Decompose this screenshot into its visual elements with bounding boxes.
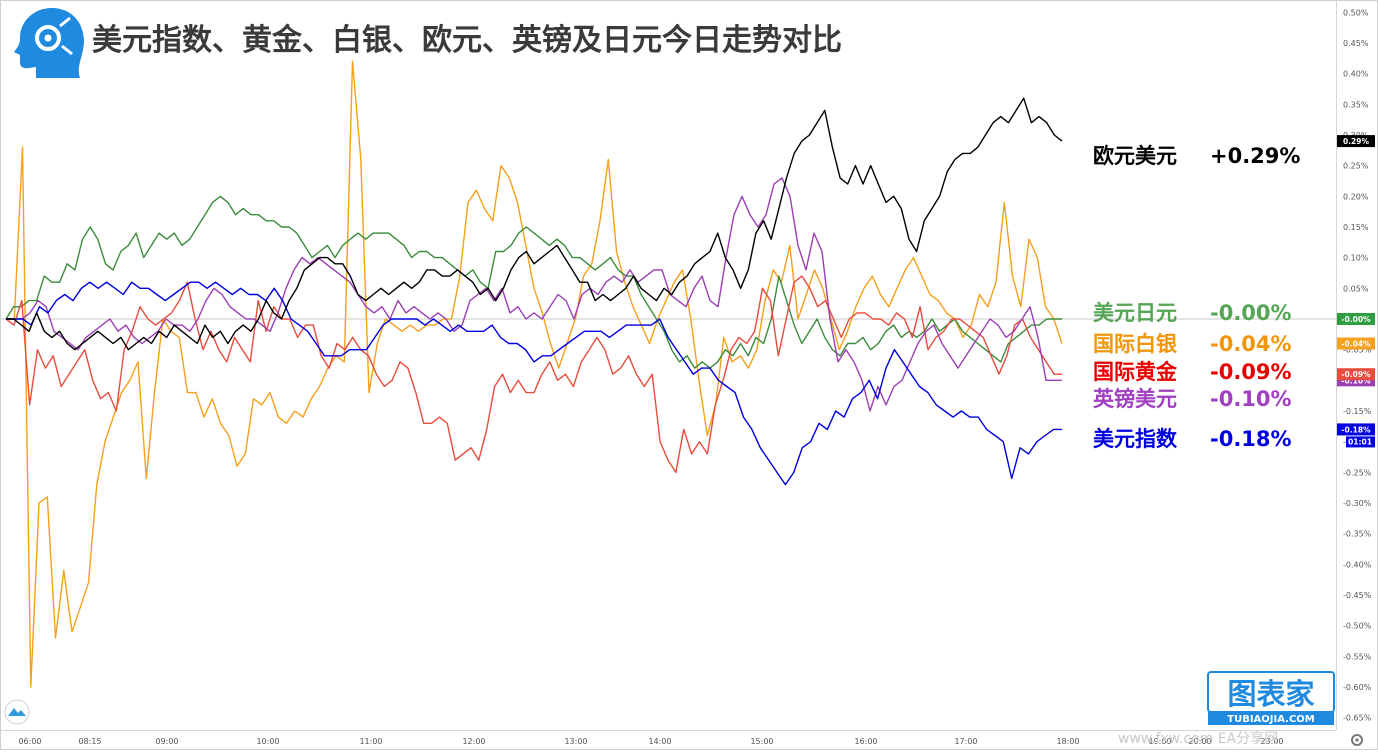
series-change-label: -0.18% xyxy=(1210,427,1292,451)
y-tick-label: 0.10% xyxy=(1343,254,1369,263)
y-tick-label: -0.35% xyxy=(1343,530,1372,539)
series-change-label: -0.09% xyxy=(1210,360,1292,384)
series-change-label: -0.04% xyxy=(1210,332,1292,356)
y-tick-label: 0.50% xyxy=(1343,8,1369,17)
price-tag-label: -0.18% xyxy=(1341,425,1371,434)
brand-logo: 图表家 TUBIAOJIA.COM xyxy=(1207,671,1335,725)
y-tick-label: -0.25% xyxy=(1343,468,1372,477)
series-name-label: 英镑美元 xyxy=(1093,387,1177,411)
y-tick-label: 0.05% xyxy=(1343,284,1369,293)
x-tick-label: 13:00 xyxy=(564,737,587,746)
time-tag-bg xyxy=(1346,436,1375,448)
x-tick-label: 15:00 xyxy=(750,737,773,746)
x-tick-label: 16:00 xyxy=(854,737,877,746)
y-tick-label: -0.45% xyxy=(1343,591,1372,600)
y-tick-label: 0.15% xyxy=(1343,223,1369,232)
price-tag-bg xyxy=(1337,423,1375,436)
series-line-0 xyxy=(6,97,1063,351)
y-tick-label: 0.40% xyxy=(1343,70,1369,79)
series-name-label: 美元指数 xyxy=(1093,427,1178,451)
series-name-label: 欧元美元 xyxy=(1093,144,1177,168)
price-tag-label: -0.00% xyxy=(1341,315,1371,324)
chart-title: 美元指数、黄金、白银、欧元、英镑及日元今日走势对比 xyxy=(92,23,842,58)
x-tick-label: 08:15 xyxy=(78,737,101,746)
series-line-2 xyxy=(6,60,1063,688)
y-tick-label: 0.35% xyxy=(1343,100,1369,109)
series-line-3 xyxy=(5,275,1062,474)
price-tag-bg xyxy=(1337,135,1375,148)
price-tag-label: 0.29% xyxy=(1343,137,1370,146)
y-tick-label: -0.15% xyxy=(1343,407,1372,416)
y-tick-label: -0.30% xyxy=(1343,499,1372,508)
mountain-icon xyxy=(8,708,26,716)
series-line-1 xyxy=(5,195,1062,369)
series-change-label: -0.00% xyxy=(1210,301,1292,325)
time-tag-label: 01:01 xyxy=(1348,437,1372,446)
series-change-label: +0.29% xyxy=(1210,144,1300,168)
x-tick-label: 14:00 xyxy=(648,737,671,746)
series-line-4 xyxy=(6,177,1062,412)
chart-settings-button[interactable] xyxy=(4,699,30,725)
brand-domain: TUBIAOJIA.COM xyxy=(1227,714,1315,725)
x-tick-label: 18:00 xyxy=(1056,737,1079,746)
x-tick-label: 10:00 xyxy=(256,737,279,746)
price-tag-bg xyxy=(1337,368,1375,381)
price-tag-label: -0.10% xyxy=(1341,376,1371,385)
series-name-label: 国际黄金 xyxy=(1093,360,1178,384)
price-tag-bg xyxy=(1337,337,1375,350)
y-tick-label: 0.45% xyxy=(1343,39,1369,48)
x-tick-label: 06:00 xyxy=(18,737,41,746)
time-axis-labels: 06:00 08:15 09:00 10:00 11:00 12:00 13:00 14:00… xyxy=(18,737,1283,746)
series-change-label: -0.10% xyxy=(1210,387,1292,411)
series-legend-labels: 欧元美元 +0.29% 美元日元 -0.00% 国际白银 -0.04% 国际黄金 -0.09%… xyxy=(1093,144,1300,451)
y-tick-label: -0.60% xyxy=(1343,683,1372,692)
x-tick-label: 11:00 xyxy=(359,737,382,746)
watermark-text: www.fxw.com EA分享网 xyxy=(1118,730,1278,747)
x-tick-label: 17:00 xyxy=(954,737,977,746)
series-name-label: 美元日元 xyxy=(1093,301,1177,325)
y-tick-label: -0.50% xyxy=(1343,622,1372,631)
logo-head-icon xyxy=(14,8,84,78)
y-tick-label: 0.20% xyxy=(1343,192,1369,201)
x-tick-label: 20:00 xyxy=(1188,737,1211,746)
series-line-5 xyxy=(6,281,1062,486)
price-tag-bg xyxy=(1337,312,1375,325)
price-tag-label: -0.04% xyxy=(1341,340,1371,349)
y-tick-label: -0.65% xyxy=(1343,714,1372,723)
series-name-label: 国际白银 xyxy=(1093,332,1178,356)
y-tick-label: -0.05% xyxy=(1343,346,1372,355)
y-tick-label: -0.40% xyxy=(1343,560,1372,569)
series-lines xyxy=(5,60,1063,688)
x-tick-label: 23:00 xyxy=(1260,737,1283,746)
y-tick-label: 0.25% xyxy=(1343,162,1369,171)
gear-icon[interactable] xyxy=(1351,734,1363,746)
y-tick-label: -0.55% xyxy=(1343,652,1372,661)
price-tags: -0.00% -0.04% -0.10%-0.09% -0.18% 0.29% 01:01 xyxy=(1337,135,1375,448)
price-tag-label: -0.09% xyxy=(1341,370,1371,379)
brand-name: 图表家 xyxy=(1227,677,1314,711)
x-tick-label: 19:00 xyxy=(1148,737,1171,746)
x-tick-label: 12:00 xyxy=(462,737,485,746)
x-tick-label: 09:00 xyxy=(155,737,178,746)
